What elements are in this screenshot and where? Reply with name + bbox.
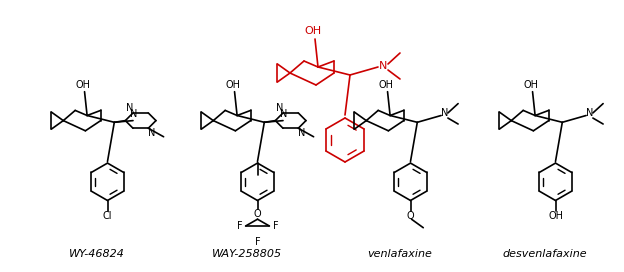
Text: N: N	[280, 109, 288, 119]
Text: Cl: Cl	[103, 211, 112, 221]
Text: O: O	[407, 211, 414, 221]
Text: N: N	[441, 109, 449, 119]
Text: OH: OH	[225, 80, 240, 90]
Text: N: N	[298, 128, 305, 138]
Text: O: O	[254, 209, 261, 219]
Text: OH: OH	[378, 80, 393, 90]
Text: F: F	[273, 221, 278, 231]
Text: N: N	[276, 103, 284, 113]
Text: N: N	[130, 109, 138, 119]
Text: F: F	[236, 221, 242, 231]
Text: desvenlafaxine: desvenlafaxine	[503, 249, 587, 259]
Text: N: N	[587, 109, 594, 119]
Text: venlafaxine: venlafaxine	[368, 249, 432, 259]
Text: WY-46824: WY-46824	[69, 249, 125, 259]
Text: N: N	[126, 103, 134, 113]
Text: N: N	[379, 61, 387, 71]
Text: WAY-258805: WAY-258805	[212, 249, 282, 259]
Text: F: F	[255, 237, 260, 247]
Text: OH: OH	[305, 26, 321, 36]
Text: OH: OH	[523, 80, 538, 90]
Text: OH: OH	[75, 80, 90, 90]
Text: OH: OH	[548, 211, 563, 221]
Text: N: N	[148, 128, 155, 138]
